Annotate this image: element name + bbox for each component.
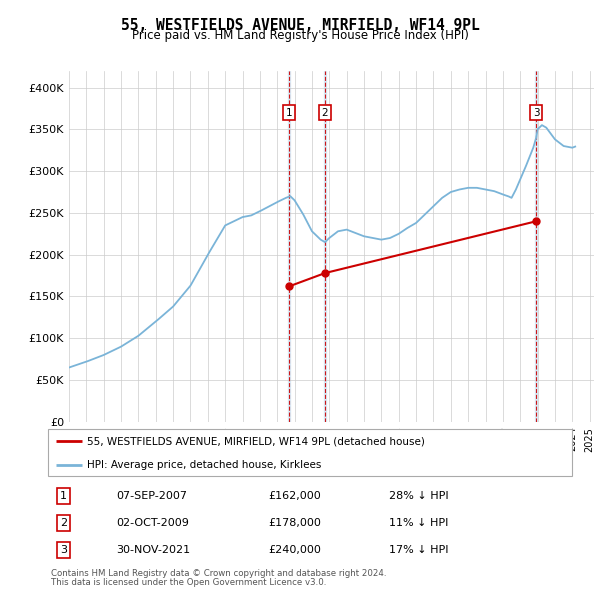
Bar xyxy=(324,71,326,422)
Bar xyxy=(288,71,290,422)
Text: 11% ↓ HPI: 11% ↓ HPI xyxy=(389,518,449,527)
Text: 17% ↓ HPI: 17% ↓ HPI xyxy=(389,545,449,555)
Text: 07-SEP-2007: 07-SEP-2007 xyxy=(116,491,187,501)
Text: 55, WESTFIELDS AVENUE, MIRFIELD, WF14 9PL: 55, WESTFIELDS AVENUE, MIRFIELD, WF14 9P… xyxy=(121,18,479,32)
FancyBboxPatch shape xyxy=(48,430,572,476)
Text: £178,000: £178,000 xyxy=(269,518,322,527)
Text: £162,000: £162,000 xyxy=(269,491,321,501)
Point xyxy=(284,282,293,291)
Text: Price paid vs. HM Land Registry's House Price Index (HPI): Price paid vs. HM Land Registry's House … xyxy=(131,30,469,42)
Text: 1: 1 xyxy=(286,107,292,117)
Text: 55, WESTFIELDS AVENUE, MIRFIELD, WF14 9PL (detached house): 55, WESTFIELDS AVENUE, MIRFIELD, WF14 9P… xyxy=(88,437,425,447)
Text: 3: 3 xyxy=(533,107,539,117)
Text: Contains HM Land Registry data © Crown copyright and database right 2024.: Contains HM Land Registry data © Crown c… xyxy=(51,569,386,578)
Text: This data is licensed under the Open Government Licence v3.0.: This data is licensed under the Open Gov… xyxy=(51,578,326,587)
Point xyxy=(532,217,541,226)
Text: 30-NOV-2021: 30-NOV-2021 xyxy=(116,545,190,555)
Point xyxy=(320,268,330,278)
Bar xyxy=(535,71,537,422)
Text: 1: 1 xyxy=(60,491,67,501)
Text: HPI: Average price, detached house, Kirklees: HPI: Average price, detached house, Kirk… xyxy=(88,460,322,470)
Text: £240,000: £240,000 xyxy=(269,545,322,555)
Text: 02-OCT-2009: 02-OCT-2009 xyxy=(116,518,189,527)
Text: 2: 2 xyxy=(322,107,328,117)
Text: 2: 2 xyxy=(60,518,67,527)
Text: 28% ↓ HPI: 28% ↓ HPI xyxy=(389,491,449,501)
Text: 3: 3 xyxy=(60,545,67,555)
